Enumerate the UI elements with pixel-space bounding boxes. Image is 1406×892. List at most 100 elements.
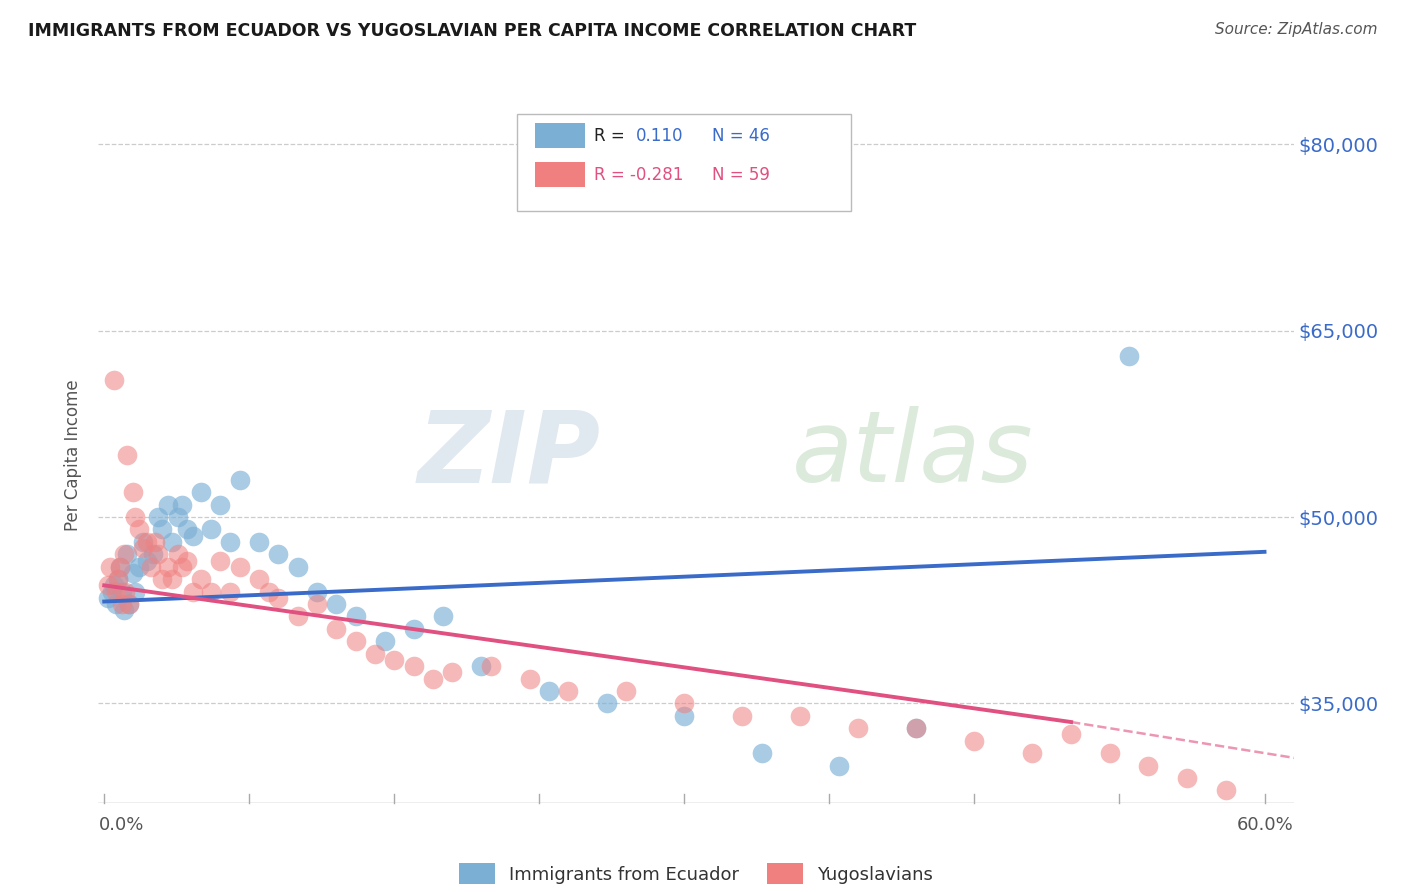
Point [139,559,162,574]
Point [382,653,405,667]
Point [181,584,204,599]
Point [111,584,134,599]
Point [112,603,135,617]
Point [117,547,139,561]
Point [673,708,696,723]
Point [118,597,141,611]
Y-axis label: Per Capita Income: Per Capita Income [65,379,83,531]
Point [228,559,250,574]
Point [731,708,754,723]
Point [287,609,309,624]
Point [190,485,212,500]
Point [132,541,155,555]
Point [108,559,131,574]
Point [104,597,127,611]
Point [364,647,387,661]
Text: Source: ZipAtlas.com: Source: ZipAtlas.com [1215,22,1378,37]
Point [287,559,309,574]
Point [325,622,347,636]
Point [160,534,183,549]
Point [98,559,121,574]
Point [614,684,637,698]
Point [124,584,146,599]
Point [150,523,173,537]
Point [344,634,367,648]
Point [118,597,141,611]
Text: R =: R = [595,127,626,145]
Point [200,584,222,599]
Point [200,523,222,537]
Point [1118,349,1140,363]
Point [128,559,150,574]
Point [107,572,129,586]
Point [219,534,242,549]
Point [122,566,145,580]
Point [209,498,232,512]
Point [402,622,425,636]
Point [228,473,250,487]
FancyBboxPatch shape [517,114,852,211]
Point [374,634,396,648]
Point [135,553,157,567]
Point [135,534,157,549]
Text: N = 59: N = 59 [711,166,769,184]
Text: 60.0%: 60.0% [1237,816,1294,834]
Point [128,523,150,537]
Point [181,529,204,543]
Point [219,584,242,599]
Point [112,547,135,561]
Point [267,547,290,561]
Point [117,448,139,462]
Point [247,534,270,549]
Point [905,721,928,735]
Point [97,578,120,592]
Point [107,572,129,586]
Text: IMMIGRANTS FROM ECUADOR VS YUGOSLAVIAN PER CAPITA INCOME CORRELATION CHART: IMMIGRANTS FROM ECUADOR VS YUGOSLAVIAN P… [28,22,917,40]
Point [148,547,170,561]
Point [479,659,502,673]
Point [170,559,193,574]
Point [143,534,166,549]
Point [114,584,136,599]
Point [519,672,541,686]
Point [402,659,425,673]
Point [828,758,851,772]
Point [190,572,212,586]
Point [267,591,290,605]
Point [97,591,120,605]
Point [1215,783,1237,797]
Point [537,684,560,698]
Point [108,559,131,574]
Point [103,373,125,387]
Point [104,584,127,599]
Point [142,547,165,561]
Point [111,597,134,611]
Text: 0.110: 0.110 [637,127,683,145]
Point [1060,727,1083,741]
Point [209,553,232,567]
Point [441,665,464,680]
Point [344,609,367,624]
Point [1098,746,1121,760]
Point [905,721,928,735]
Point [157,559,180,574]
Point [124,510,146,524]
Point [122,485,145,500]
Point [157,498,180,512]
Point [176,553,198,567]
Point [673,697,696,711]
Text: ZIP: ZIP [418,407,600,503]
Point [751,746,773,760]
Point [101,584,124,599]
Point [432,609,454,624]
Point [148,510,170,524]
Point [789,708,811,723]
Point [305,597,328,611]
Text: R = -0.281: R = -0.281 [595,166,683,184]
Point [170,498,193,512]
Point [963,733,986,747]
Point [305,584,328,599]
FancyBboxPatch shape [534,123,585,148]
Point [325,597,347,611]
Text: atlas: atlas [792,407,1033,503]
